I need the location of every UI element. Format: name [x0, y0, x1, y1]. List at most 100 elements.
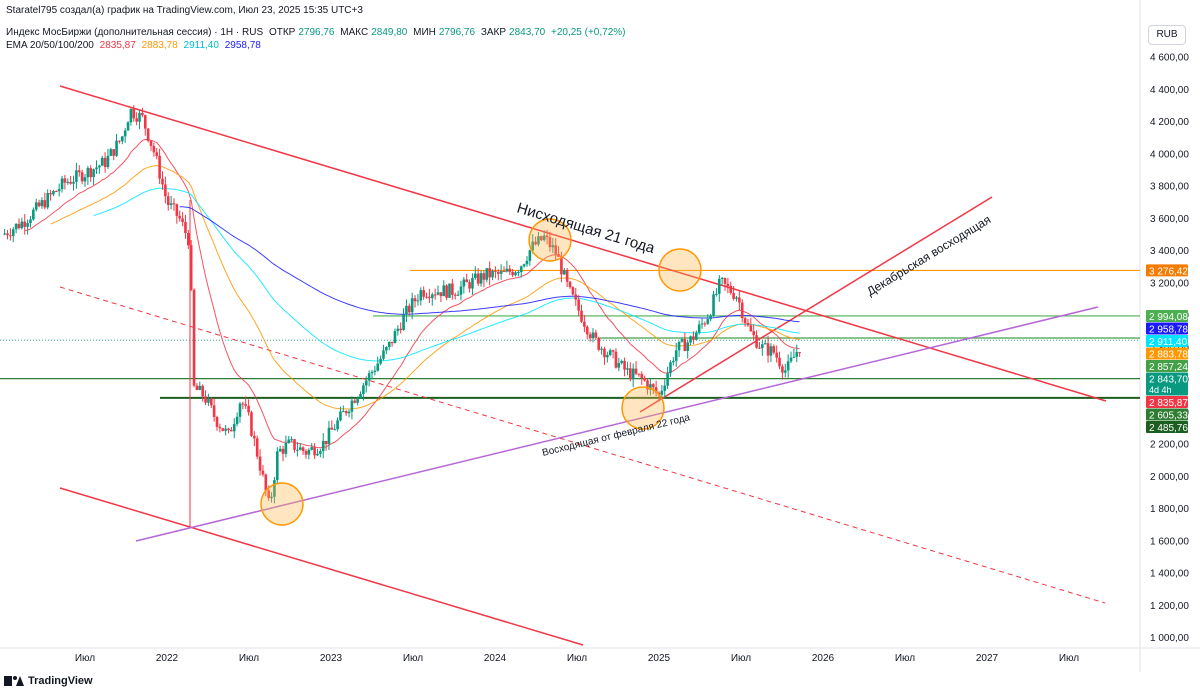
close-label: ЗАКР: [480, 27, 507, 38]
candle-body: [651, 384, 655, 388]
candle-body: [422, 290, 425, 297]
candle-body: [474, 273, 477, 278]
candle-body: [89, 168, 93, 178]
ema-legend[interactable]: EMA 20/50/100/200 2835,87 2883,78 2911,4…: [6, 40, 264, 51]
candle-body: [453, 294, 457, 296]
candle-body: [531, 241, 535, 251]
candle-body: [413, 298, 417, 302]
candle-body: [209, 398, 213, 406]
candle-body: [666, 373, 669, 386]
candle-body: [34, 202, 38, 210]
price-tag: 2 994,08: [1146, 309, 1188, 323]
high-value: 2849,80: [371, 27, 408, 38]
candle-body: [608, 350, 612, 355]
y-tick-label: 4 400,00: [1150, 85, 1189, 96]
candle-body: [146, 128, 150, 141]
price-tag-bg: [1146, 309, 1188, 322]
candle-body: [629, 368, 632, 380]
candle-body: [735, 297, 738, 299]
candle-body: [577, 299, 580, 311]
candle-body: [100, 157, 104, 166]
price-tag-label: 2 994,08: [1149, 312, 1188, 323]
candle-body: [703, 323, 707, 325]
candle-body: [264, 474, 268, 491]
candle-body: [112, 149, 115, 156]
candle-body: [680, 339, 684, 342]
candle-body: [250, 412, 253, 436]
ema50-value: 2883,78: [141, 40, 178, 51]
x-tick-label: 2022: [156, 653, 179, 664]
candle-body: [631, 368, 635, 380]
candle-body: [189, 245, 193, 290]
candle-body: [603, 348, 606, 358]
candle-body: [416, 300, 420, 302]
candle-body: [689, 336, 692, 343]
candle-body: [517, 272, 520, 274]
y-tick-label: 1 400,00: [1150, 569, 1189, 580]
candle-body: [445, 285, 448, 298]
open-value: 2796,76: [298, 27, 335, 38]
candle-body: [425, 296, 428, 298]
candle-body: [726, 283, 730, 286]
x-tick-label: Июл: [731, 653, 751, 664]
candle-body: [232, 424, 236, 432]
candle-body: [617, 363, 621, 368]
currency-button[interactable]: RUB: [1148, 25, 1186, 45]
candle-body: [465, 279, 469, 283]
candle-body: [347, 411, 351, 414]
candle-body: [255, 438, 259, 457]
candle-body: [660, 390, 664, 395]
price-tag: 2 857,24: [1146, 359, 1188, 373]
candle-body: [476, 273, 480, 284]
ema50-line: [50, 164, 800, 410]
candle-body: [545, 235, 549, 238]
candle-body: [712, 294, 715, 316]
price-tag-bg: [1146, 264, 1188, 277]
candle-body: [304, 450, 308, 455]
x-tick-label: Июл: [567, 653, 587, 664]
symbol-name[interactable]: Индекс МосБиржи (дополнительная сессия) …: [6, 27, 264, 38]
candle-body: [505, 268, 509, 272]
price-tag-bg: [1146, 408, 1188, 421]
candle-body: [175, 204, 179, 216]
ascending-trendline-feb22: [135, 306, 1099, 542]
candle-body: [55, 191, 58, 193]
candle-body: [758, 347, 761, 349]
candle-body: [674, 350, 678, 361]
candle-body: [502, 271, 506, 273]
december-ascending-trendline: [639, 196, 993, 413]
candle-body: [554, 245, 557, 255]
ema200-line: [179, 206, 800, 323]
high-label: МАКС: [340, 27, 369, 38]
candle-body: [187, 233, 190, 246]
candle-body: [709, 315, 712, 320]
candle-body: [258, 456, 262, 471]
candle-body: [611, 350, 615, 352]
x-tick-label: 2027: [976, 653, 999, 664]
candle-body: [83, 177, 87, 182]
candle-body: [706, 319, 710, 324]
candle-body: [178, 215, 182, 219]
candle-body: [606, 354, 609, 358]
candle-body: [141, 112, 144, 116]
candle-body: [273, 480, 276, 497]
y-tick-label: 3 800,00: [1150, 182, 1189, 193]
candle-body: [319, 451, 322, 454]
price-tags: 3 276,42 2 994,082 958,78 2 911,402 883,78…: [1146, 264, 1188, 434]
candle-body: [385, 346, 388, 351]
candle-body: [241, 403, 245, 405]
candle-body: [321, 440, 325, 452]
candle-body: [626, 368, 629, 370]
candle-body: [548, 237, 552, 248]
candle-body: [562, 270, 566, 275]
candle-body: [496, 271, 500, 274]
candle-body: [723, 278, 727, 284]
brand-name: TradingView: [28, 675, 93, 687]
candle-body: [499, 271, 503, 274]
candle-body: [158, 155, 161, 179]
candle-body: [669, 362, 672, 374]
candle-body: [296, 449, 299, 451]
price-tag: 2 485,76: [1146, 420, 1188, 434]
candle-body: [479, 273, 483, 284]
